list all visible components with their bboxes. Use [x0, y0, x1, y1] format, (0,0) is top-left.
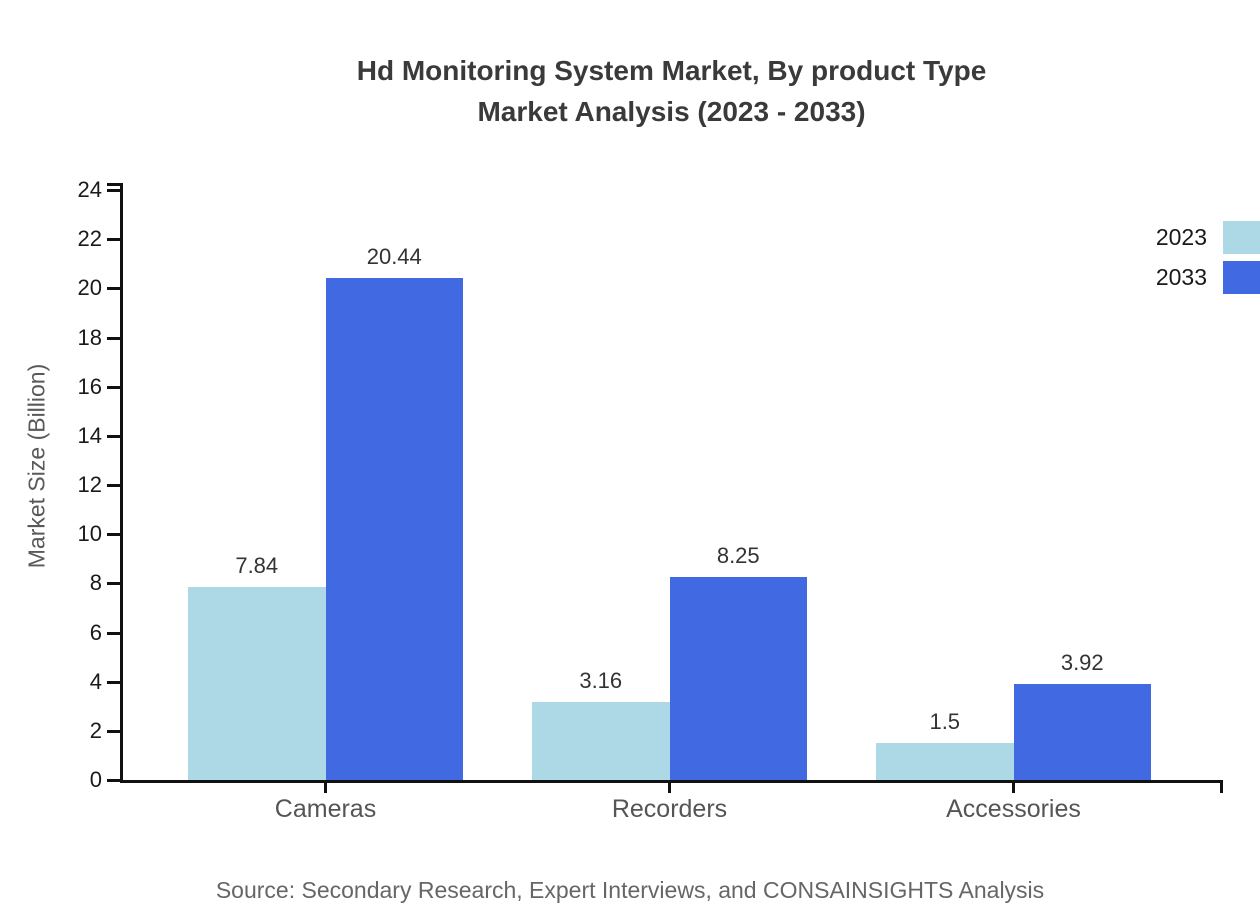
source-note: Source: Secondary Research, Expert Inter… — [215, 877, 1045, 903]
legend-item-2023: 2023 — [1156, 221, 1260, 254]
bar-value-2033-accessories: 3.92 — [1060, 650, 1104, 675]
x-tick-mark-recorders — [668, 780, 671, 793]
x-tick-mark-accessories — [1012, 780, 1015, 793]
y-axis-title: Market Size (Billion) — [23, 363, 50, 569]
bar-value-2023-recorders: 3.16 — [579, 668, 623, 693]
y-tick-label-16: 16 — [77, 374, 102, 399]
bar-2023-cameras — [188, 587, 326, 780]
legend-label-2033: 2033 — [1155, 264, 1207, 290]
bar-group-recorders: 3.16 8.25 — [532, 183, 807, 780]
y-tick-label-6: 6 — [89, 620, 102, 645]
y-tick-label-0: 0 — [89, 767, 102, 792]
y-tick-mark-0 — [107, 779, 123, 782]
y-tick-label-8: 8 — [89, 570, 102, 595]
y-tick-mark-14 — [107, 435, 123, 438]
y-tick-label-22: 22 — [77, 226, 102, 251]
y-tick-mark-16 — [107, 386, 123, 389]
bar-2033-cameras — [325, 278, 463, 780]
y-tick-mark-24 — [107, 189, 123, 192]
bar-2033-recorders — [669, 577, 807, 780]
x-axis-label-recorders: Recorders — [611, 795, 728, 823]
bar-value-2033-cameras: 20.44 — [366, 244, 422, 269]
y-tick-mark-4 — [107, 681, 123, 684]
y-axis-end-tick — [107, 183, 123, 186]
chart-title-line1: Hd Monitoring System Market, By product … — [356, 55, 987, 86]
x-axis-label-accessories: Accessories — [946, 795, 1081, 823]
chart-title-line2: Market Analysis (2023 - 2033) — [477, 96, 866, 127]
y-tick-mark-22 — [107, 238, 123, 241]
y-tick-label-12: 12 — [77, 472, 102, 497]
legend-item-2033: 2033 — [1156, 261, 1260, 294]
y-tick-label-24: 24 — [77, 177, 102, 202]
y-tick-label-18: 18 — [77, 325, 102, 350]
y-tick-label-10: 10 — [77, 521, 102, 546]
y-tick-mark-18 — [107, 337, 123, 340]
x-axis-end-tick — [1220, 780, 1223, 793]
plot-area: 0 2 4 6 8 10 12 14 16 18 20 22 24 7.84 20.44 3.16 8.25 1… — [78, 177, 1223, 823]
x-axis-label-cameras: Cameras — [274, 795, 377, 823]
y-tick-mark-2 — [107, 730, 123, 733]
legend: 2023 2033 — [1156, 221, 1260, 301]
y-tick-label-4: 4 — [89, 669, 102, 694]
bar-value-2023-accessories: 1.5 — [929, 709, 961, 734]
y-tick-mark-20 — [107, 287, 123, 290]
x-tick-mark-cameras — [324, 780, 327, 793]
bar-group-cameras: 7.84 20.44 — [188, 183, 463, 780]
bar-value-2033-recorders: 8.25 — [716, 543, 760, 568]
y-tick-mark-8 — [107, 582, 123, 585]
y-tick-mark-6 — [107, 632, 123, 635]
chart-title: Hd Monitoring System Market, By product … — [120, 50, 1223, 132]
bar-2033-accessories — [1013, 684, 1151, 780]
legend-swatch-2023 — [1223, 221, 1260, 254]
bar-2023-accessories — [876, 743, 1014, 780]
y-tick-mark-10 — [107, 533, 123, 536]
y-tick-label-14: 14 — [77, 423, 102, 448]
legend-swatch-2033 — [1223, 261, 1260, 294]
legend-label-2023: 2023 — [1155, 224, 1207, 250]
bar-group-accessories: 1.5 3.92 — [876, 183, 1151, 780]
bar-2023-recorders — [532, 702, 670, 780]
y-tick-mark-12 — [107, 484, 123, 487]
y-tick-label-2: 2 — [89, 718, 102, 743]
y-tick-label-20: 20 — [77, 275, 102, 300]
bar-value-2023-cameras: 7.84 — [235, 553, 279, 578]
